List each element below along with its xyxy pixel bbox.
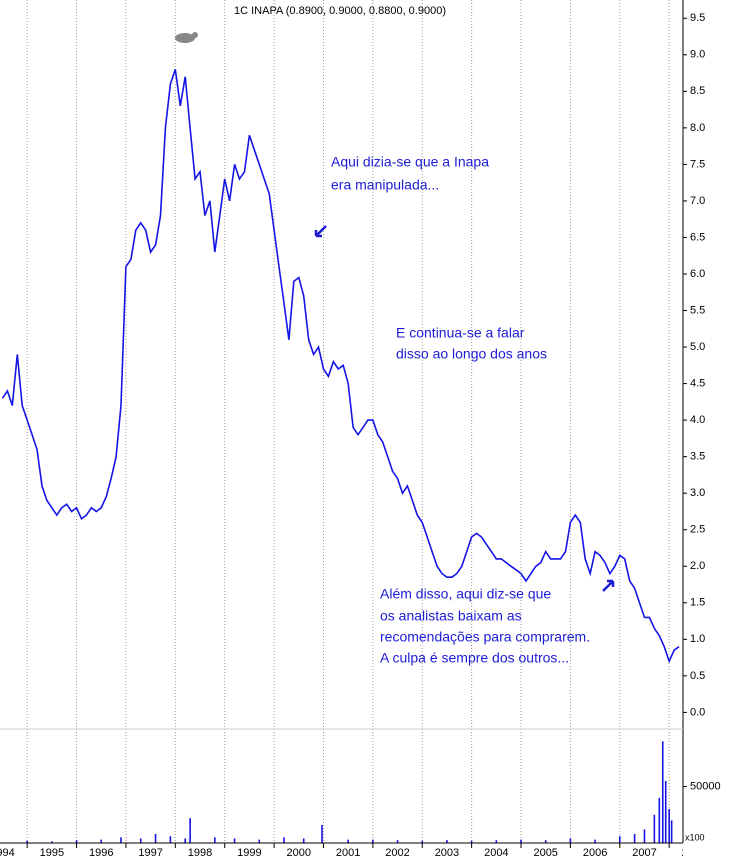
y-tick-label: 6.5 (690, 231, 705, 243)
y-tick-label: 6.0 (690, 268, 705, 280)
volume-bar (668, 809, 670, 843)
marks (1, 69, 680, 843)
volume-bar (653, 814, 656, 843)
y-tick-label: 4.0 (690, 414, 705, 426)
y-tick-label: 3.5 (690, 451, 705, 463)
volume-bar (520, 839, 522, 843)
y-tick-label: 4.5 (690, 377, 705, 389)
y-tick-label: 2.5 (690, 524, 705, 536)
volume-bar (154, 833, 157, 843)
volume-bar (470, 840, 473, 843)
y-tick-label: 50000 (690, 780, 721, 792)
arrow (602, 579, 615, 592)
annotation: A culpa é sempre dos outros... (380, 650, 569, 666)
y-tick-label: 5.5 (690, 304, 705, 316)
volume-bar (594, 839, 596, 843)
volume-bar (100, 839, 103, 843)
logo-icon (175, 32, 198, 43)
arrow (314, 225, 327, 238)
volume-bar (120, 837, 122, 843)
y-tick-label: 5.0 (690, 341, 705, 353)
x-tick-label: 1998 (188, 847, 212, 859)
y-tick-label: 0.0 (690, 706, 705, 718)
annotation: E continua-se a falar (396, 325, 525, 341)
y-tick-label: 8.5 (690, 85, 705, 97)
volume-bar (214, 837, 216, 843)
price-line (1, 69, 680, 664)
x-tick-label: 1995 (40, 847, 64, 859)
x-tick-label: 2007 (632, 847, 656, 859)
x-tick-label: 1999 (237, 847, 261, 859)
volume-bar (189, 818, 191, 843)
x-tick-label: 1997 (138, 847, 162, 859)
volume-bar (233, 838, 236, 843)
volume-bar (139, 838, 142, 843)
volume-bar (658, 797, 661, 843)
volume-bar (446, 840, 448, 843)
volume-bar (495, 840, 498, 843)
volume-bar (321, 824, 323, 843)
volume-bar (302, 838, 305, 843)
volume-bar (258, 839, 261, 843)
x-tick-label: 2008 (682, 847, 706, 859)
x-tick-label: 2006 (583, 847, 607, 859)
volume-bar (283, 837, 285, 843)
volume-bar (421, 840, 424, 843)
volume-bar (26, 840, 28, 843)
annotation: Além disso, aqui diz-se que (380, 586, 551, 602)
y-tick-label: 8.0 (690, 122, 705, 134)
annotation: os analistas baixam as (380, 608, 522, 624)
y-tick-label: 7.0 (690, 195, 705, 207)
x-tick-label: 1996 (89, 847, 113, 859)
y-tick-label: 9.5 (690, 12, 705, 24)
y-tick-label: 9.0 (690, 49, 705, 61)
volume-bar (396, 840, 399, 843)
x-tick-label: 2004 (484, 847, 508, 859)
y-tick-label: 3.0 (690, 487, 705, 499)
volume-bar (633, 833, 636, 843)
volume-bar (169, 836, 172, 843)
volume-bar (643, 829, 646, 843)
annotation: disso ao longo dos anos (396, 346, 547, 362)
x-labels: 1994 1995 1996 1997 1998 1999 2000 2001 2002 2003… (0, 847, 706, 859)
y-tick-label: 2.0 (690, 560, 705, 572)
volume-bar (664, 780, 667, 843)
x-tick-label: 2000 (287, 847, 311, 859)
y-tick-label: 0.5 (690, 670, 705, 682)
y-tick-label: 1.0 (690, 633, 705, 645)
volume-bar (661, 741, 664, 843)
volume-bar (75, 840, 78, 843)
y-tick-label: 1.5 (690, 597, 705, 609)
volume-bar (544, 840, 547, 843)
x-tick-label: 1994 (0, 847, 15, 859)
y-tick-label: 7.5 (690, 158, 705, 170)
volume-bar (372, 839, 374, 843)
annotation: recomendações para comprarem. (380, 629, 590, 645)
x-tick-label: 2005 (533, 847, 557, 859)
annotation: Aqui dizia-se que a Inapa (331, 154, 489, 170)
volume-bar (184, 838, 186, 843)
x-tick-label: 2002 (385, 847, 409, 859)
x-tick-label: 2001 (336, 847, 360, 859)
volume-bar (569, 838, 572, 843)
volume-bar (347, 839, 349, 843)
chart-title: 1C INAPA (0.8900, 0.9000, 0.8800, 0.9000… (234, 5, 446, 17)
grid (26, 0, 670, 843)
volume-bar (618, 836, 621, 843)
y-unit-label: x100 (685, 832, 705, 842)
annotation: era manipulada... (331, 177, 439, 193)
x-tick-label: 2003 (435, 847, 459, 859)
volume-bar (51, 841, 53, 843)
volume-bar (670, 820, 673, 843)
